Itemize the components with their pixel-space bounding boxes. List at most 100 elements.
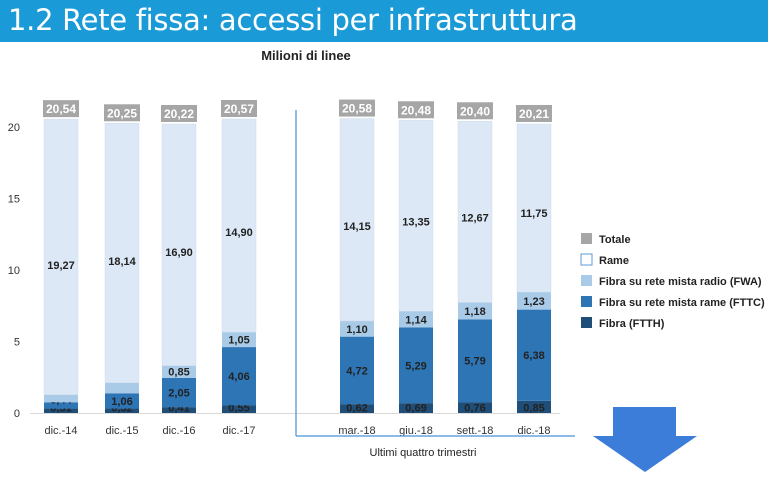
bar-segment — [399, 403, 433, 413]
y-axis: 0 5 10 15 20 — [8, 122, 20, 420]
total-box — [104, 104, 140, 122]
total-label: 20,54 — [46, 102, 76, 116]
data-label: 0,85 — [523, 403, 544, 415]
category-axis: dic.-14 dic.-15 dic.-16 dic.-17 mar.-18 giu.-… — [30, 413, 560, 437]
bar-segment — [458, 319, 492, 403]
y-tick-label: 5 — [14, 337, 20, 349]
category-label: giu.-18 — [399, 425, 433, 437]
data-label: 6,38 — [523, 350, 544, 362]
legend-swatch — [581, 296, 592, 307]
total-box — [43, 100, 79, 118]
data-label: 1,06 — [111, 396, 132, 408]
bar-segment — [221, 118, 257, 333]
down-arrow-icon — [593, 407, 697, 472]
data-label: 14,90 — [225, 227, 253, 239]
title-bar: 1.2 Rete fissa: accessi per infrastruttu… — [0, 0, 768, 42]
bar-segment — [43, 118, 79, 395]
data-label: 4,06 — [228, 371, 249, 383]
data-label: 0,62 — [346, 403, 367, 415]
legend-swatch — [580, 253, 593, 266]
bar-segment — [105, 382, 139, 394]
bar-segment — [161, 123, 197, 366]
legend-label: Fibra su rete mista radio (FWA) — [599, 276, 762, 288]
data-label: 5,29 — [405, 360, 426, 372]
data-label: 14,15 — [343, 221, 371, 233]
y-tick-label: 0 — [14, 408, 20, 420]
legend-label: Fibra (FTTH) — [599, 318, 665, 330]
bracket-label: Ultimi quattro trimestri — [370, 447, 477, 459]
total-box — [398, 101, 434, 119]
total-label: 20,25 — [107, 106, 137, 120]
data-label: 0,76 — [464, 403, 485, 415]
category-label: dic.-17 — [222, 425, 255, 437]
bar-segment — [222, 347, 256, 406]
bar-segment — [517, 292, 551, 310]
bar-segment — [458, 302, 492, 320]
bar-segment — [457, 121, 493, 303]
data-label: 18,14 — [108, 256, 136, 268]
bar-segment — [399, 311, 433, 328]
legend-swatch — [581, 317, 592, 328]
total-box — [457, 102, 493, 120]
bar-segment — [44, 402, 78, 409]
data-label: 13,35 — [402, 216, 430, 228]
bar-segment — [44, 394, 78, 403]
total-label: 20,40 — [460, 104, 490, 118]
data-label: 2,05 — [168, 387, 189, 399]
bar-segment — [162, 377, 196, 408]
data-label: 16,90 — [165, 247, 193, 259]
category-label: dic.-14 — [44, 425, 77, 437]
total-box — [161, 104, 197, 122]
total-box — [339, 99, 375, 117]
data-label: 1,14 — [405, 314, 427, 326]
bar-segment — [222, 332, 256, 348]
bar-segment — [104, 123, 140, 383]
category-label: dic.-18 — [517, 425, 550, 437]
data-label: 1,23 — [523, 296, 544, 308]
page-title: 1.2 Rete fissa: accessi per infrastruttu… — [8, 3, 578, 37]
bar-segment — [162, 365, 196, 378]
bar-segment — [399, 327, 433, 404]
total-box — [516, 104, 552, 122]
total-label: 20,22 — [164, 107, 194, 121]
bar-segment — [398, 120, 434, 312]
legend: Totale Rame Fibra su rete mista radio (FWA… — [580, 233, 765, 330]
total-box — [221, 99, 257, 117]
category-label: mar.-18 — [338, 425, 375, 437]
data-label: 5,79 — [464, 356, 485, 368]
bar-stacks: 0,310,440,5319,2720,540,321,060,7418,142… — [43, 99, 552, 415]
y-tick-label: 10 — [8, 265, 20, 277]
data-label: 4,72 — [346, 365, 367, 377]
total-label: 20,48 — [401, 103, 431, 117]
down-arrow-shape — [593, 407, 697, 472]
bar-segment — [340, 336, 374, 405]
y-tick-label: 20 — [8, 122, 20, 134]
category-label: dic.-15 — [105, 425, 138, 437]
data-label: 0,55 — [228, 403, 249, 415]
total-label: 20,57 — [224, 102, 254, 116]
data-label: 0,69 — [405, 403, 426, 415]
bar-segment — [340, 320, 374, 337]
recent-quarters-bracket: Ultimi quattro trimestri — [295, 110, 575, 459]
legend-swatch — [581, 275, 592, 286]
bar-segment — [517, 400, 551, 413]
bar-segment — [458, 402, 492, 413]
legend-label: Rame — [599, 255, 629, 267]
data-label: 1,10 — [346, 324, 367, 336]
data-label: 1,05 — [228, 335, 249, 347]
category-label: dic.-16 — [162, 425, 195, 437]
data-label: 19,27 — [47, 260, 75, 272]
total-label: 20,21 — [519, 107, 549, 121]
legend-swatch — [581, 233, 592, 244]
bar-segment — [340, 404, 374, 413]
legend-label: Totale — [599, 234, 631, 246]
data-label: 12,67 — [461, 212, 489, 224]
y-tick-label: 15 — [8, 194, 20, 206]
data-label: 1,18 — [464, 306, 485, 318]
data-label: 11,75 — [521, 208, 548, 220]
category-label: sett.-18 — [457, 425, 494, 437]
bar-segment — [339, 118, 375, 322]
data-label: 0,85 — [168, 367, 189, 379]
bar-segment — [162, 407, 196, 413]
